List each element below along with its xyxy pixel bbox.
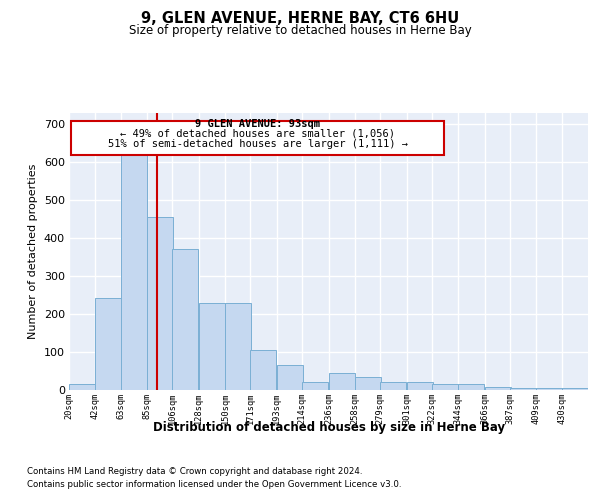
Text: Contains public sector information licensed under the Open Government Licence v3: Contains public sector information licen… [27, 480, 401, 489]
Bar [302, 382, 328, 390]
Y-axis label: Number of detached properties: Number of detached properties [28, 164, 38, 339]
Bar [277, 366, 303, 390]
Bar [380, 382, 406, 390]
Bar [432, 384, 458, 390]
Bar [172, 250, 199, 390]
Text: ← 49% of detached houses are smaller (1,056): ← 49% of detached houses are smaller (1,… [120, 128, 395, 138]
Text: 9, GLEN AVENUE, HERNE BAY, CT6 6HU: 9, GLEN AVENUE, HERNE BAY, CT6 6HU [141, 11, 459, 26]
Bar [199, 304, 225, 390]
Text: 9 GLEN AVENUE: 93sqm: 9 GLEN AVENUE: 93sqm [195, 120, 320, 130]
Bar [121, 143, 147, 390]
Bar [95, 298, 122, 390]
Bar [69, 384, 95, 390]
Bar [458, 384, 484, 390]
Text: Size of property relative to detached houses in Herne Bay: Size of property relative to detached ho… [128, 24, 472, 37]
Bar [485, 387, 511, 390]
Bar [562, 388, 587, 390]
Text: Distribution of detached houses by size in Herne Bay: Distribution of detached houses by size … [153, 421, 505, 434]
Bar [510, 388, 536, 390]
Text: 51% of semi-detached houses are larger (1,111) →: 51% of semi-detached houses are larger (… [107, 138, 407, 148]
Bar [355, 376, 381, 390]
Bar [250, 350, 277, 390]
FancyBboxPatch shape [71, 121, 444, 155]
Bar [536, 388, 562, 390]
Bar [225, 304, 251, 390]
Bar [147, 217, 173, 390]
Bar [407, 382, 433, 390]
Bar [329, 373, 355, 390]
Text: Contains HM Land Registry data © Crown copyright and database right 2024.: Contains HM Land Registry data © Crown c… [27, 467, 362, 476]
